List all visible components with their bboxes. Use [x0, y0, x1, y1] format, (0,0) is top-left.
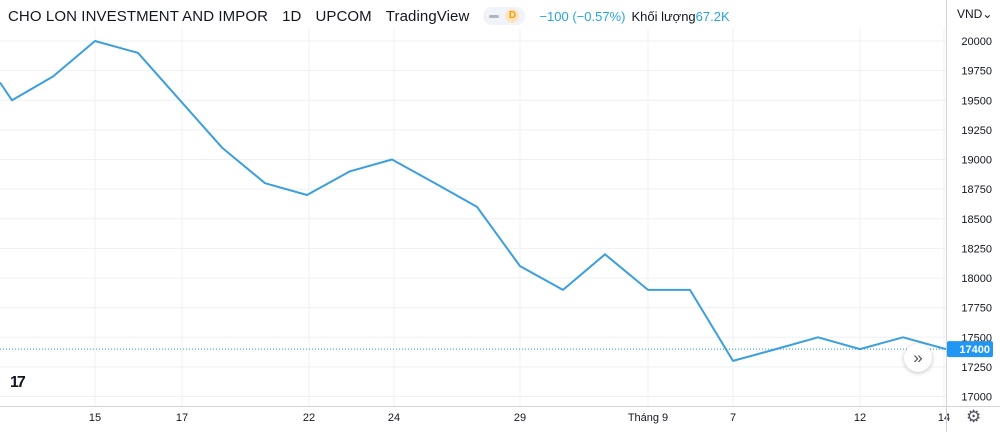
x-tick-label: 17 [176, 412, 188, 424]
y-tick-label: 19250 [961, 125, 992, 137]
volume-label: Khối lượng [631, 8, 696, 24]
x-tick-label: 15 [89, 412, 101, 424]
y-tick-label: 17250 [961, 362, 992, 374]
price-change: −100 (−0.57%) [539, 8, 626, 24]
last-price-badge [947, 341, 993, 358]
y-tick-label: 17750 [961, 303, 992, 315]
gear-icon[interactable]: ⚙ [966, 407, 982, 426]
last-price-label: 17400 [959, 344, 990, 356]
x-tick-label: Tháng 9 [628, 412, 668, 424]
volume-value: 67.2K [695, 8, 730, 24]
y-tick-label: 19750 [961, 66, 992, 78]
interval-label[interactable]: 1D [282, 7, 302, 25]
currency-selector[interactable]: VND⌄ [957, 7, 992, 21]
y-tick-label: 18750 [961, 184, 992, 196]
y-tick-label: 20000 [961, 36, 992, 48]
market-status-badge[interactable]: D [483, 7, 526, 25]
x-tick-label: 24 [388, 412, 400, 424]
market-closed-icon [489, 14, 500, 18]
source-label: TradingView [385, 7, 470, 25]
x-tick-label: 22 [303, 412, 315, 424]
y-tick-label: 18000 [961, 273, 992, 285]
logo-text: 17 [10, 374, 26, 391]
chevron-down-icon: ⌄ [982, 7, 993, 21]
y-tick-label: 18500 [961, 214, 992, 226]
x-tick-label: 12 [854, 412, 866, 424]
x-tick-label: 29 [514, 412, 526, 424]
delayed-data-icon: D [505, 9, 520, 23]
y-tick-label: 17000 [961, 392, 992, 404]
exchange-label: UPCOM [315, 7, 372, 25]
chart-legend: CHO LON INVESTMENT AND IMPOR 1D UPCOM Tr… [8, 7, 730, 25]
y-tick-label: 19000 [961, 155, 992, 167]
y-tick-label: 18250 [961, 243, 992, 255]
price-series-line [0, 40, 947, 362]
currency-label: VND [957, 7, 983, 21]
tradingview-logo-icon[interactable]: 17 [10, 374, 26, 392]
y-tick-label: 19500 [961, 95, 992, 107]
symbol-title[interactable]: CHO LON INVESTMENT AND IMPOR [8, 7, 269, 25]
scroll-to-realtime-button[interactable]: » [904, 344, 932, 372]
x-tick-label: 14 [938, 412, 950, 424]
x-tick-label: 7 [730, 412, 736, 424]
double-chevron-right-icon: » [913, 348, 923, 367]
